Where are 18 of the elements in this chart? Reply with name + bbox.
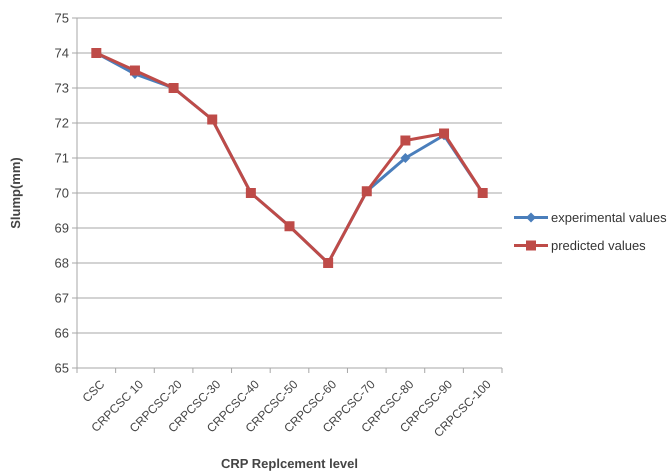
legend-label: predicted values (551, 238, 646, 254)
y-tick-label: 70 (54, 186, 69, 201)
y-tick-label: 67 (54, 290, 69, 306)
y-tick-label: 66 (54, 326, 69, 341)
y-axis-title: Slump(mm) (8, 157, 23, 229)
y-tick-label: 74 (54, 46, 69, 61)
point (130, 66, 140, 76)
point (400, 153, 410, 163)
y-tick-label: 72 (54, 116, 69, 131)
y-tick-label: 65 (54, 360, 69, 376)
legend-label: experimental values (551, 210, 668, 226)
y-tick-label: 71 (54, 150, 69, 166)
x-axis-title: CRP Replcement level (220, 456, 358, 471)
y-tick-label: 73 (54, 80, 69, 96)
y-tick-label: 69 (54, 220, 69, 236)
point (400, 136, 410, 146)
y-tick-label: 68 (54, 256, 69, 271)
y-tick-label: 75 (54, 10, 69, 26)
